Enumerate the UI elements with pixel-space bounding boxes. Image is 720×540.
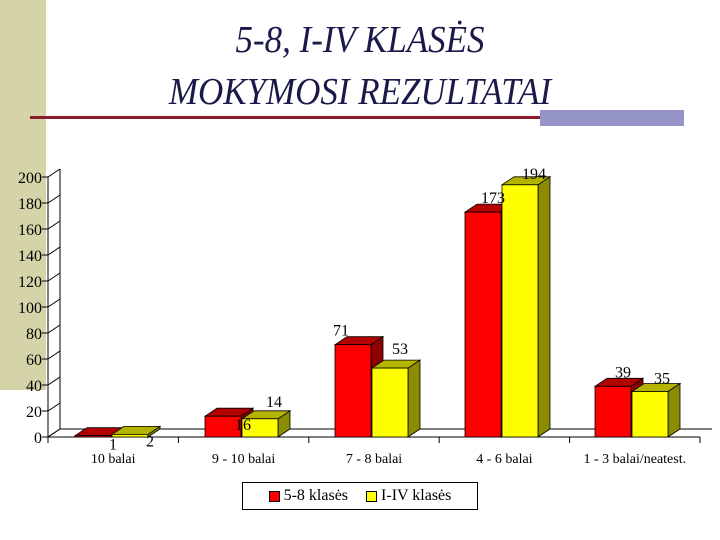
bar-series2-0-front (111, 433, 149, 438)
data-label-series1: 173 (481, 190, 505, 207)
bar-series2-2-front (371, 367, 409, 438)
bar-series2-1 (240, 410, 292, 438)
legend-label-series1: 5-8 klasės (283, 487, 349, 504)
bar-series2-2 (370, 359, 422, 438)
y-tick-depth (47, 350, 61, 360)
bar-series1-0-front (74, 435, 112, 438)
data-label-series2: 14 (266, 394, 282, 411)
bar-series2-4 (630, 382, 682, 438)
y-tick-depth (47, 168, 61, 178)
y-tick-depth (47, 298, 61, 308)
y-tick-depth (47, 402, 61, 412)
bar-series2-0 (110, 425, 162, 438)
legend-item-series1: 5-8 klasės (268, 487, 349, 505)
title-underline (30, 116, 540, 119)
chart-legend: 5-8 klasės I-IV klasės (242, 482, 478, 510)
y-tick-depth (47, 194, 61, 204)
bar-series2-4-front (631, 391, 669, 438)
data-label-series1: 39 (615, 364, 631, 381)
data-label-series2: 194 (522, 166, 546, 183)
y-tick-label: 200 (18, 170, 42, 187)
x-category-label: 7 - 8 balai (346, 452, 402, 467)
bar-series1-0 (73, 426, 125, 438)
data-label-series2: 2 (146, 433, 154, 450)
bar-series2-3 (500, 176, 552, 438)
x-category-label: 4 - 6 balai (476, 452, 532, 467)
bar-series2-1-front (241, 418, 279, 438)
y-tick-depth (47, 376, 61, 386)
y-tick-depth (47, 272, 61, 282)
y-tick-label: 60 (26, 352, 42, 369)
data-label-series2: 35 (654, 371, 670, 388)
page-title-line2: MOKYMOSI REZULTATAI (168, 71, 552, 113)
y-tick-label: 40 (26, 378, 42, 395)
bars-layer (73, 176, 682, 438)
legend-swatch-series1 (268, 490, 280, 502)
y-tick-depth (47, 324, 61, 334)
bar-series1-3-front (464, 211, 502, 438)
y-tick-label: 0 (34, 430, 42, 447)
page-title-line1: 5-8, I-IV KLASĖS (235, 19, 485, 61)
x-category-label: 1 - 3 balai/neatest. (583, 452, 686, 467)
bar-series2-4-side (667, 382, 681, 438)
bar-series2-2-side (407, 359, 421, 438)
y-tick-label: 20 (26, 404, 42, 421)
data-label-series1: 71 (333, 323, 349, 340)
data-label-series1: 1 (109, 437, 117, 454)
bar-series2-3-front (501, 184, 539, 438)
title-accent-block (540, 110, 684, 126)
side-panel (0, 0, 46, 390)
legend-swatch-series2 (366, 490, 378, 502)
x-category-label: 9 - 10 balai (212, 452, 275, 467)
bar-series2-3-side (537, 176, 551, 438)
data-label-series1: 16 (235, 417, 251, 434)
y-tick-depth (47, 246, 61, 256)
y-tick-depth (47, 428, 61, 438)
y-tick-label: 180 (18, 196, 42, 213)
y-tick-label: 100 (18, 300, 42, 317)
bar-series1-1-front (204, 415, 242, 438)
bar-series1-2-front (334, 344, 372, 438)
x-category-label: 10 balai (91, 452, 136, 467)
y-tick-label: 160 (18, 222, 42, 239)
y-tick-depth (47, 220, 61, 230)
y-tick-label: 80 (26, 326, 42, 343)
bar-series1-4-front (594, 385, 632, 438)
data-label-series2: 53 (392, 341, 408, 358)
legend-label-series2: I-IV klasės (381, 487, 452, 504)
y-tick-label: 140 (18, 248, 42, 265)
legend-item-series2: I-IV klasės (366, 487, 451, 505)
labels-layer: 0 20 40 60 80 100 120 140 160 180 200 1 2 10 balai 16 1… (18, 166, 686, 467)
y-tick-label: 120 (18, 274, 42, 291)
